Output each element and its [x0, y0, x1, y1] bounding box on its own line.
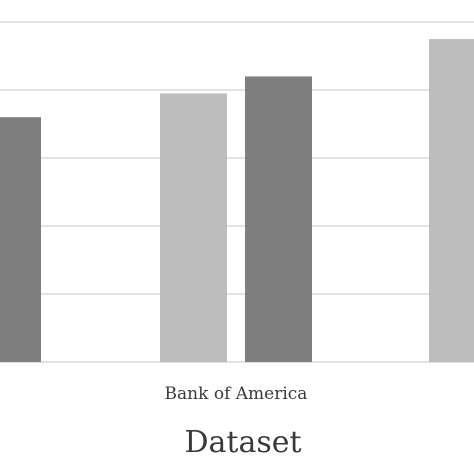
category-label: Bank of America — [165, 384, 308, 404]
bar — [245, 76, 312, 363]
bars — [0, 39, 474, 363]
x-axis-title: Dataset — [184, 425, 301, 460]
bar — [160, 93, 227, 363]
bar — [429, 39, 474, 362]
category-labels: ISBank of America — [165, 384, 308, 404]
bar — [0, 117, 41, 362]
gridlines — [0, 21, 474, 363]
